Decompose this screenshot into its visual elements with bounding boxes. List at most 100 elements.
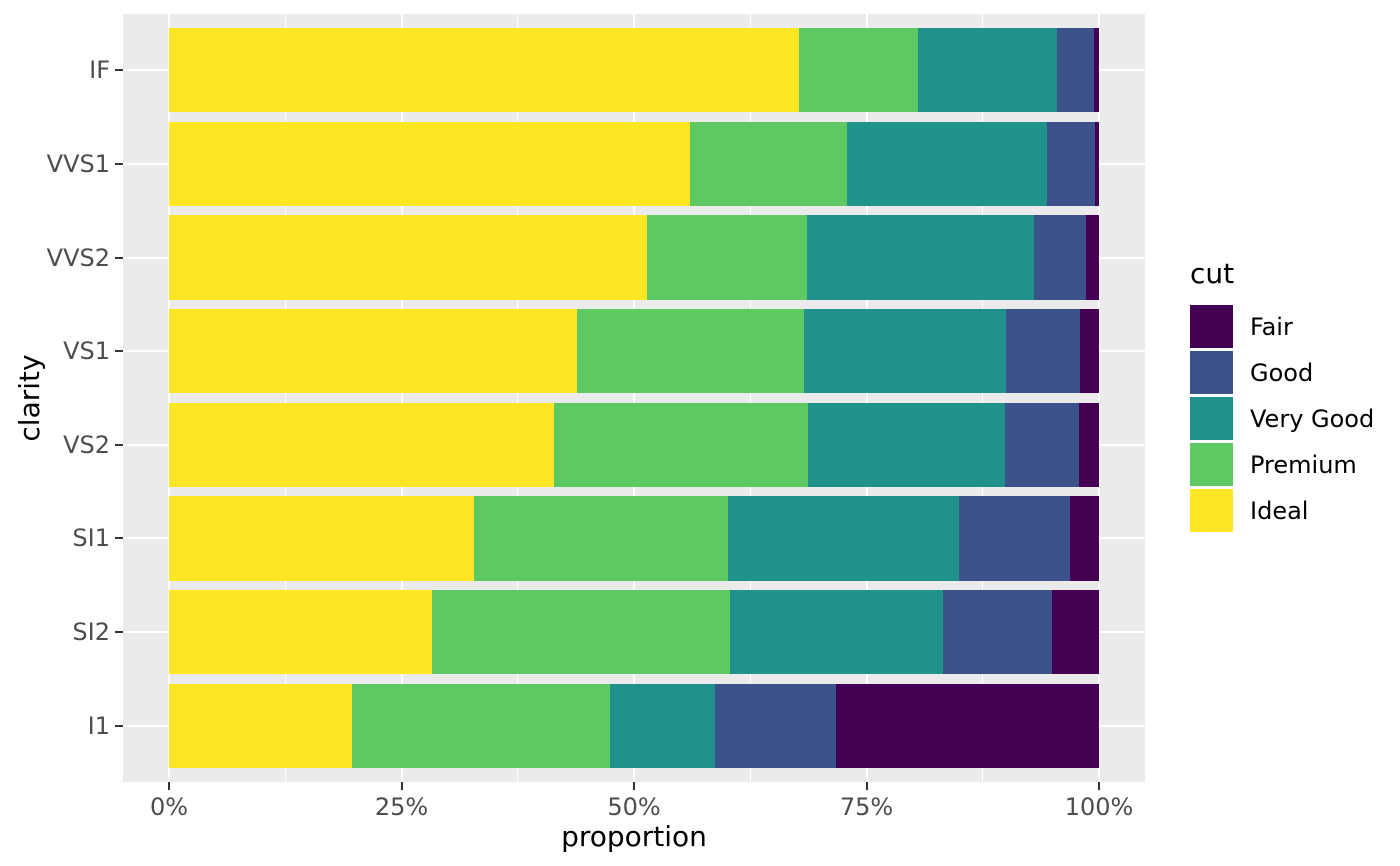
gridline-major-vertical xyxy=(168,14,170,782)
plot-panel xyxy=(123,14,1145,782)
bar-segment-fair xyxy=(1069,496,1099,581)
bar-segment-fair xyxy=(1094,121,1100,206)
bar-segment-good xyxy=(958,496,1070,581)
bar-segment-ideal xyxy=(169,402,554,487)
legend-key-swatch xyxy=(1190,305,1233,348)
legend-item-label: Fair xyxy=(1250,312,1293,341)
bar-segment-premium xyxy=(798,28,919,113)
bar-segment-fair xyxy=(1086,215,1099,300)
bar-row-vs2 xyxy=(123,402,1145,487)
bar-segment-premium xyxy=(473,496,729,581)
bar-segment-premium xyxy=(689,121,847,206)
y-axis-tick xyxy=(115,69,123,72)
bar-row-si2 xyxy=(123,590,1145,675)
gridline-major-vertical xyxy=(400,14,403,782)
bar-segment-good xyxy=(942,590,1052,675)
legend-items: Fair Good Very Good Premium Ideal xyxy=(1190,305,1374,532)
legend-item-ideal: Ideal xyxy=(1190,489,1374,532)
x-axis-tick xyxy=(865,782,868,790)
x-axis-tick-label: 50% xyxy=(607,793,661,821)
y-axis-tick xyxy=(115,724,123,727)
bar-segment-very-good xyxy=(728,496,959,581)
gridline-minor-vertical xyxy=(284,14,286,782)
y-axis-tick-label: IF xyxy=(89,56,110,85)
bar-segment-good xyxy=(1005,309,1080,394)
gridline-minor-vertical xyxy=(982,14,984,782)
y-axis-title: clarity xyxy=(13,354,46,442)
bar-segment-very-good xyxy=(803,309,1006,394)
bar-segment-premium xyxy=(352,683,610,768)
legend-item-label: Good xyxy=(1250,358,1314,387)
y-axis-tick-label: SI2 xyxy=(72,618,110,647)
y-axis-tick-label: I1 xyxy=(87,711,110,740)
legend-key-swatch xyxy=(1190,351,1233,394)
bar-segment-very-good xyxy=(918,28,1058,113)
legend-item-good: Good xyxy=(1190,351,1374,394)
x-axis-tick xyxy=(1098,782,1100,790)
gridline-major-vertical xyxy=(633,14,635,782)
y-axis-tick-label: VS2 xyxy=(63,430,110,459)
bar-segment-ideal xyxy=(169,121,690,206)
legend-key-swatch xyxy=(1190,489,1233,532)
bar-segment-very-good xyxy=(846,121,1048,206)
bar-segment-ideal xyxy=(169,496,474,581)
bar-segment-fair xyxy=(1079,309,1099,394)
x-axis-tick-label: 100% xyxy=(1064,793,1134,821)
x-axis-tick xyxy=(400,782,403,790)
y-axis-tick-label: VVS2 xyxy=(46,243,110,272)
bar-segment-fair xyxy=(1051,590,1100,675)
legend-item-label: Premium xyxy=(1250,450,1357,479)
bar-segment-ideal xyxy=(169,590,432,675)
bar-row-if xyxy=(123,28,1145,113)
y-axis-tick-label: SI1 xyxy=(72,524,110,553)
x-axis-tick xyxy=(168,782,170,790)
y-axis-tick xyxy=(115,537,123,540)
legend-item-premium: Premium xyxy=(1190,443,1374,486)
legend-title: cut xyxy=(1190,257,1235,290)
gridline-minor-vertical xyxy=(749,14,751,782)
bar-segment-ideal xyxy=(169,28,799,113)
gridline-minor-vertical xyxy=(517,14,519,782)
legend-key-swatch xyxy=(1190,397,1233,440)
bar-segment-fair xyxy=(1079,402,1100,487)
y-axis-tick xyxy=(115,256,123,259)
bar-row-vvs1 xyxy=(123,121,1145,206)
bar-segment-good xyxy=(1033,215,1087,300)
bar-segment-very-good xyxy=(807,215,1034,300)
y-axis-tick xyxy=(115,443,123,446)
bar-segment-ideal xyxy=(169,215,648,300)
gridline-major-vertical xyxy=(865,14,868,782)
x-axis-tick-label: 0% xyxy=(149,793,189,821)
bar-segment-good xyxy=(1057,28,1095,113)
bar-row-vvs2 xyxy=(123,215,1145,300)
x-axis-title: proportion xyxy=(561,820,707,853)
bar-segment-premium xyxy=(647,215,808,300)
legend-item-very-good: Very Good xyxy=(1190,397,1374,440)
y-axis-tick-label: VS1 xyxy=(63,337,110,366)
legend-item-label: Very Good xyxy=(1250,404,1375,433)
bar-segment-ideal xyxy=(169,683,353,768)
bar-segment-premium xyxy=(553,402,809,487)
gridline-major-vertical xyxy=(1098,14,1100,782)
bar-segment-ideal xyxy=(169,309,578,394)
legend-item-fair: Fair xyxy=(1190,305,1374,348)
y-axis-tick-label: VVS1 xyxy=(46,149,110,178)
bar-segment-good xyxy=(1047,121,1095,206)
y-axis-tick xyxy=(115,350,123,353)
bar-segment-very-good xyxy=(808,402,1006,487)
bar-segment-good xyxy=(715,683,836,768)
x-axis-tick-label: 75% xyxy=(839,793,894,821)
bar-segment-premium xyxy=(431,590,731,675)
bar-row-si1 xyxy=(123,496,1145,581)
legend-item-label: Ideal xyxy=(1250,496,1309,525)
bar-segment-premium xyxy=(577,309,804,394)
bar-row-vs1 xyxy=(123,309,1145,394)
legend-key-swatch xyxy=(1190,443,1233,486)
bar-segment-fair xyxy=(835,683,1100,768)
bar-segment-very-good xyxy=(730,590,943,675)
x-axis-tick xyxy=(633,782,635,790)
bar-segment-very-good xyxy=(609,683,715,768)
y-axis-tick xyxy=(115,631,123,634)
x-axis-tick-label: 25% xyxy=(374,793,429,821)
